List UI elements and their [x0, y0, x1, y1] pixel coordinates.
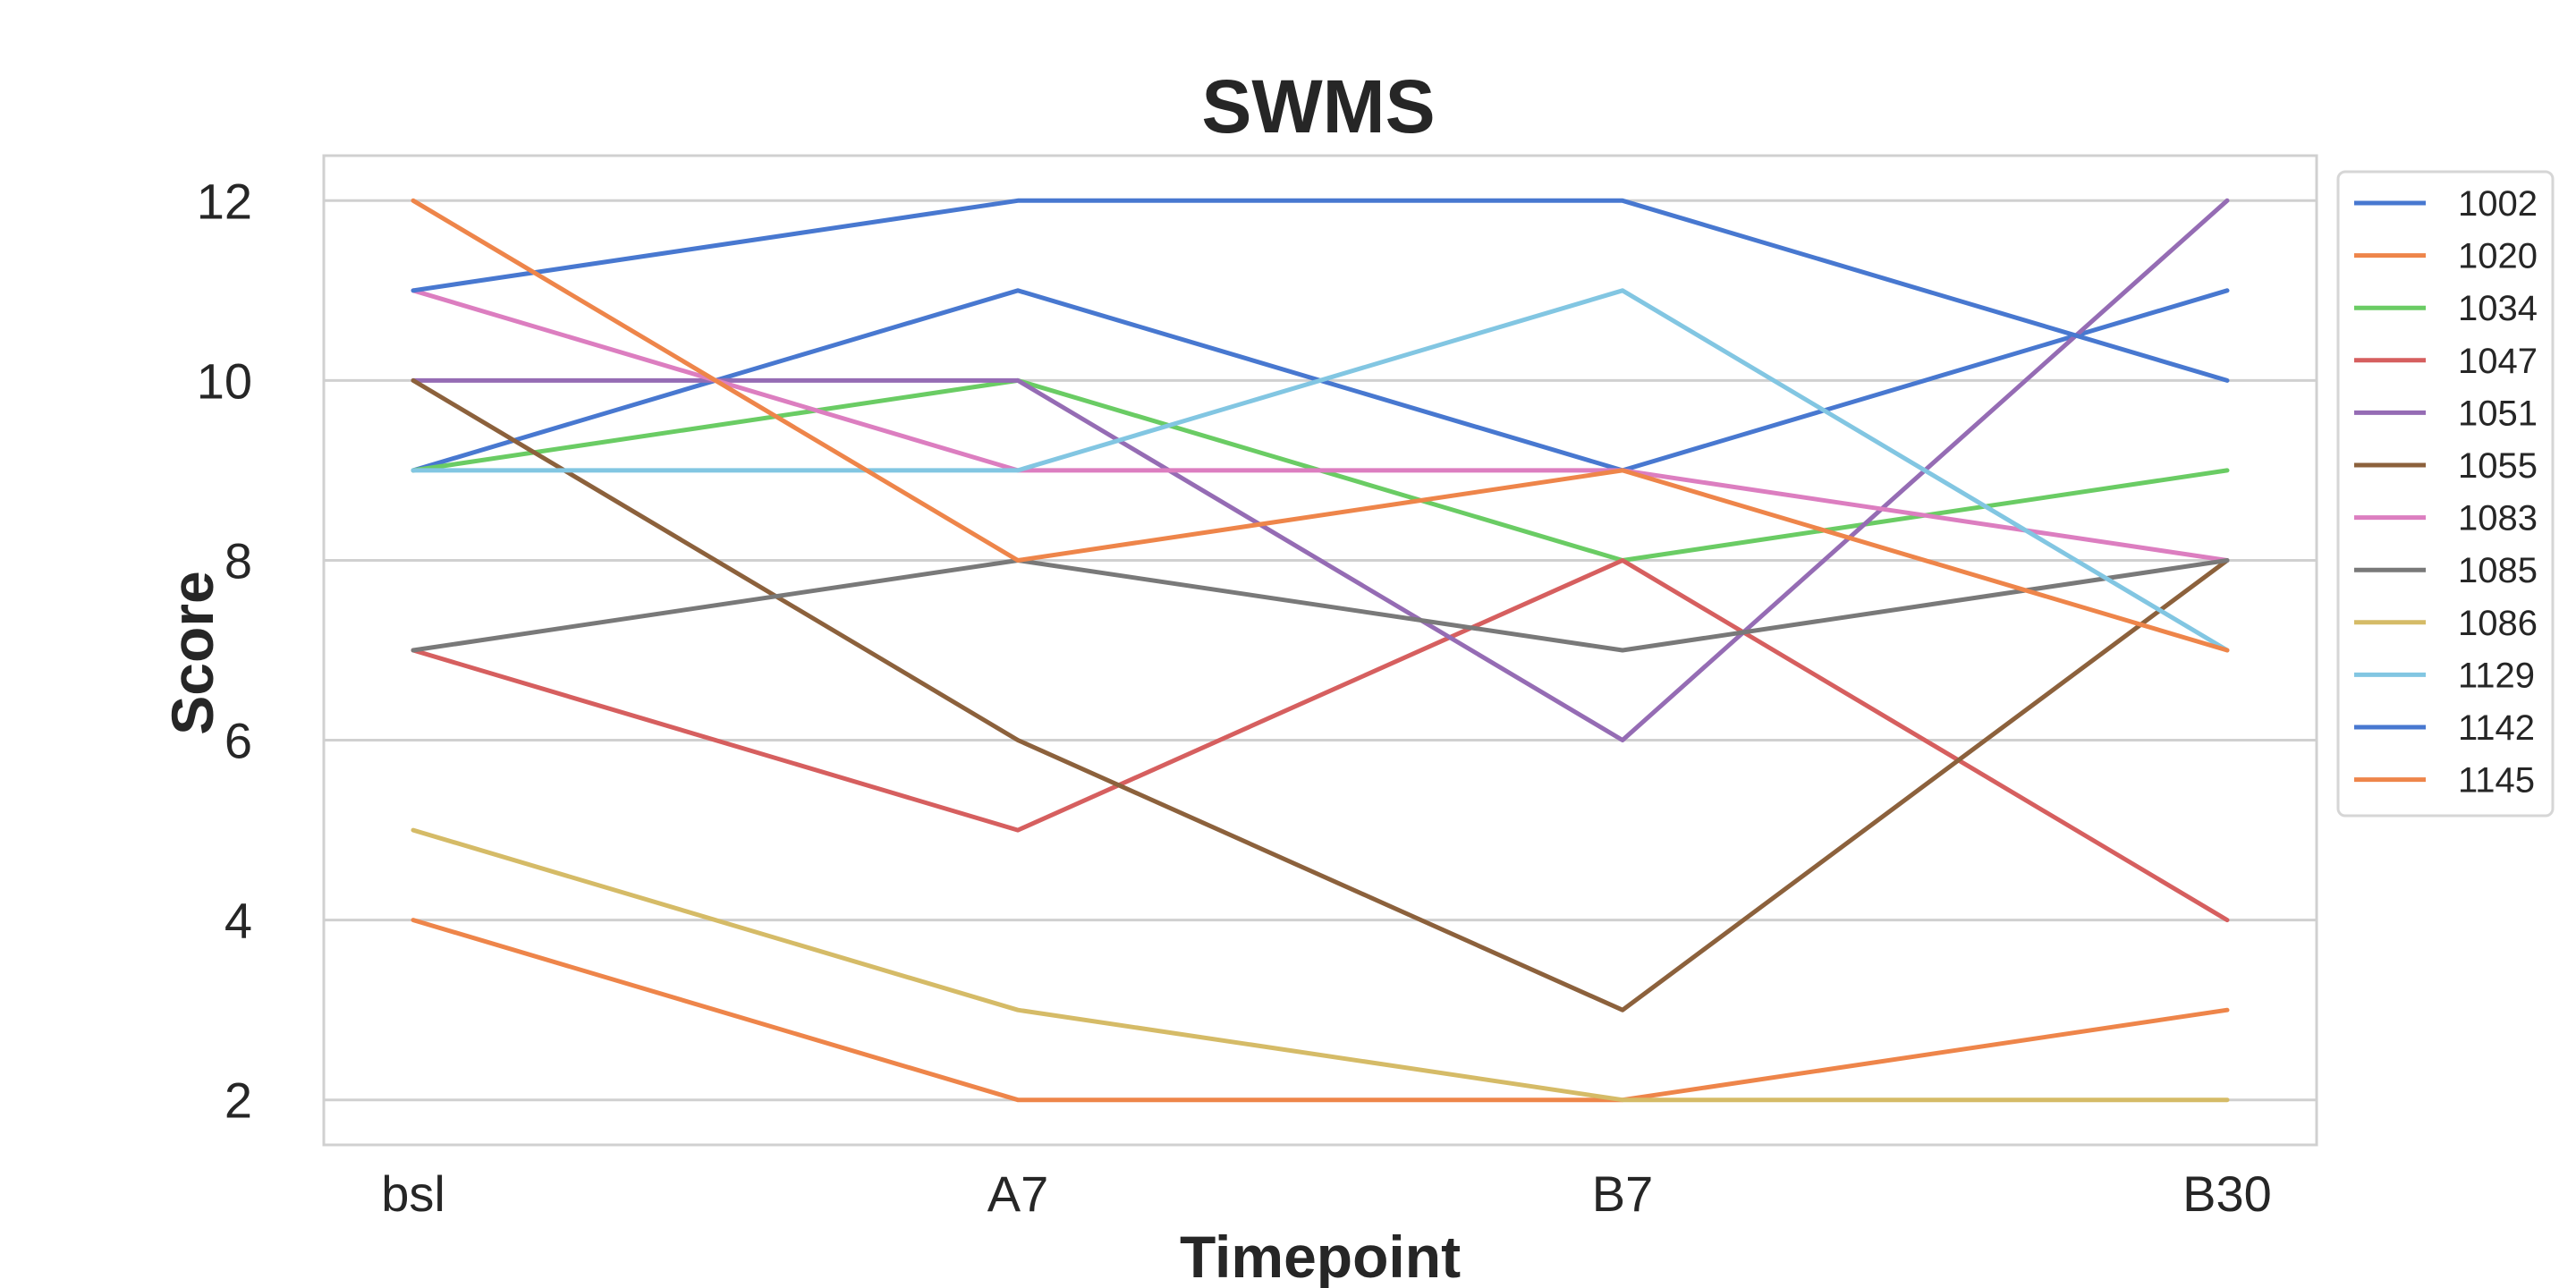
x-tick-label: B7	[1592, 1165, 1654, 1222]
x-tick-labels: bsl A7 B7 B30	[381, 1165, 2272, 1222]
series-line-1085	[411, 558, 2230, 653]
y-tick-labels: 2 4 6 8 10 12	[197, 173, 252, 1128]
plot-area	[322, 154, 2318, 1147]
series-line-1083	[411, 288, 2230, 563]
series-line-1055	[411, 377, 2230, 1013]
legend-label-1142: 1142	[2458, 708, 2535, 748]
series-line-1086	[411, 827, 2230, 1103]
series-lines	[411, 198, 2230, 1103]
y-tick-label: 2	[225, 1072, 252, 1129]
x-tick-label: B30	[2182, 1165, 2272, 1222]
series-line-1129	[411, 288, 2230, 653]
legend-box	[2336, 170, 2555, 818]
legend-label-1145: 1145	[2458, 761, 2535, 801]
legend-label-1020: 1020	[2458, 237, 2538, 276]
y-tick-label: 6	[225, 713, 252, 769]
series-line-1142	[411, 198, 2230, 383]
series-line-1047	[411, 558, 2230, 923]
legend-label-1034: 1034	[2458, 289, 2538, 328]
x-tick-label: A7	[987, 1165, 1049, 1222]
x-axis-label: Timepoint	[1180, 1224, 1461, 1288]
x-tick-label: bsl	[381, 1165, 445, 1222]
legend-label-1129: 1129	[2458, 656, 2535, 695]
legend-items: 1002 1020 1034 1047 1051 1055 1083 1085 1086 1129…	[2354, 184, 2538, 801]
chart-title: SWMS	[1201, 64, 1435, 148]
y-tick-label: 4	[225, 893, 252, 949]
legend-label-1086: 1086	[2458, 604, 2538, 643]
legend-label-1002: 1002	[2458, 184, 2538, 224]
legend-label-1055: 1055	[2458, 446, 2538, 486]
legend-label-1051: 1051	[2458, 394, 2538, 433]
y-tick-label: 8	[225, 532, 252, 589]
legend-label-1047: 1047	[2458, 342, 2538, 381]
y-axis-label: Score	[159, 571, 225, 734]
y-tick-label: 10	[197, 352, 252, 409]
series-line-1145	[411, 198, 2230, 653]
legend-label-1083: 1083	[2458, 499, 2538, 538]
legend: 1002 1020 1034 1047 1051 1055 1083 1085 1086 1129…	[2336, 170, 2555, 818]
y-tick-label: 12	[197, 173, 252, 229]
grid-lines	[324, 199, 2317, 1102]
series-line-1020	[411, 918, 2230, 1103]
legend-label-1085: 1085	[2458, 551, 2538, 590]
